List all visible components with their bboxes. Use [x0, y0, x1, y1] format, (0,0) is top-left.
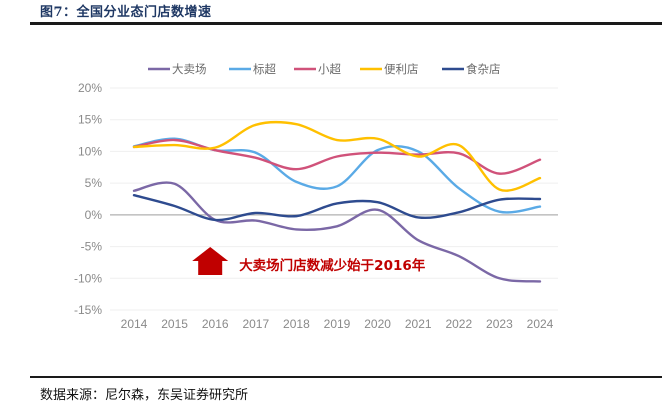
x-tick-label: 2015	[161, 317, 188, 331]
annotation-group: 大卖场门店数减少始于2016年	[192, 247, 426, 275]
figure-title: 图7：全国分业态门店数增速	[40, 5, 212, 20]
y-axis-ticks: 20% 15% 10% 5% 0% -5% -10% -15%	[74, 81, 102, 317]
x-tick-label: 2024	[527, 317, 554, 331]
x-axis-ticks: 2014 2015 2016 2017 2018 2019 2020 2021 2022 2023…	[121, 317, 554, 331]
legend-label: 大卖场	[172, 62, 207, 76]
legend-label: 便利店	[384, 62, 419, 76]
annotation-text: 大卖场门店数减少始于2016年	[239, 257, 426, 274]
series-line-4	[132, 193, 542, 222]
y-tick-label: -5%	[81, 240, 103, 254]
series-line-3	[132, 120, 542, 192]
legend-label: 标超	[253, 62, 276, 76]
x-tick-label: 2019	[324, 317, 351, 331]
y-tick-label: 5%	[85, 176, 103, 190]
legend-item: 标超	[229, 62, 276, 76]
y-tick-label: 20%	[78, 81, 102, 95]
x-tick-label: 2020	[364, 317, 391, 331]
legend-label: 食杂店	[466, 62, 501, 76]
y-tick-label: -15%	[74, 303, 102, 317]
up-arrow-icon	[192, 247, 229, 275]
bottom-rule	[30, 376, 662, 378]
x-tick-label: 2023	[486, 317, 513, 331]
legend-item: 便利店	[360, 62, 419, 76]
x-tick-label: 2018	[283, 317, 310, 331]
x-tick-label: 2014	[121, 317, 148, 331]
series-line-0	[132, 181, 542, 283]
legend-item: 小超	[294, 62, 341, 76]
source-note: 数据来源：尼尔森，东吴证券研究所	[40, 388, 249, 403]
x-tick-label: 2021	[405, 317, 432, 331]
legend: 大卖场 标超 小超 便利店 食杂店	[148, 62, 501, 76]
series-line-2	[132, 138, 542, 175]
grid-lines	[110, 87, 558, 311]
series-lines	[132, 120, 542, 283]
top-rule	[30, 22, 662, 25]
x-tick-label: 2022	[445, 317, 472, 331]
legend-item: 大卖场	[148, 62, 207, 76]
y-tick-label: 10%	[78, 144, 102, 158]
x-tick-label: 2016	[202, 317, 229, 331]
x-tick-label: 2017	[242, 317, 269, 331]
y-tick-label: -10%	[74, 271, 102, 285]
y-tick-label: 0%	[85, 208, 103, 222]
y-tick-label: 15%	[78, 113, 102, 127]
legend-item: 食杂店	[442, 62, 501, 76]
annotation: 大卖场门店数减少始于2016年	[192, 247, 426, 275]
legend-label: 小超	[318, 62, 341, 76]
